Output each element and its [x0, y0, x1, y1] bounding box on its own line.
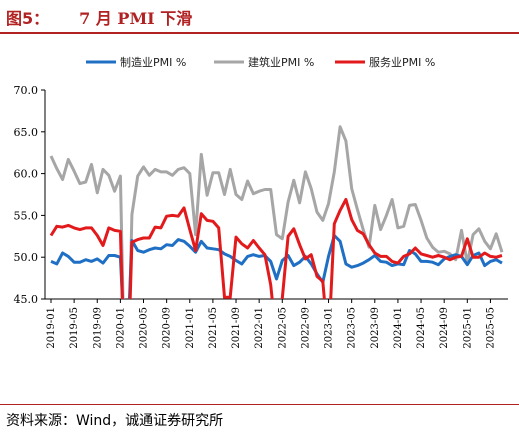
chart-legend: 制造业PMI % 建筑业PMI % 服务业PMI % [86, 55, 435, 69]
x-tick-label: 2019-09 [92, 307, 103, 349]
x-tick-label: 2020-01 [115, 307, 126, 349]
x-tick-label: 2023-05 [347, 307, 358, 349]
x-tick-label: 2022-05 [277, 307, 288, 349]
chart-series [49, 125, 504, 299]
x-tick-label: 2021-05 [208, 307, 219, 349]
chart-axes: 45.0 50.0 55.0 60.0 65.0 70.0 2019-01 2019-05 20… [14, 84, 508, 349]
y-tick-label: 65.0 [14, 126, 39, 139]
y-tick-label: 60.0 [14, 168, 39, 181]
x-tick-label: 2019-05 [69, 307, 80, 349]
x-tick-label: 2024-05 [416, 307, 427, 349]
title-rule [0, 32, 519, 34]
legend-label: 建筑业PMI % [248, 55, 314, 69]
y-tick-label: 55.0 [14, 209, 39, 222]
x-tick-label: 2019-01 [46, 307, 57, 349]
series-line-0 [50, 234, 503, 299]
series-line-1 [49, 125, 504, 299]
x-tick-label: 2025-05 [485, 307, 496, 349]
figure-heading: 7 月 PMI 下滑 [79, 9, 193, 28]
y-tick-label: 45.0 [14, 293, 39, 306]
series-line-2 [49, 198, 503, 299]
x-tick-label: 2023-01 [324, 307, 335, 349]
y-tick-label: 50.0 [14, 251, 39, 264]
figure-title: 图5： 7 月 PMI 下滑 [6, 4, 192, 30]
x-tick-label: 2021-09 [231, 307, 242, 349]
legend-label: 服务业PMI % [369, 56, 435, 69]
source-note: 资料来源：Wind，诚通证券研究所 [6, 413, 224, 429]
figure-number: 图5： [6, 9, 50, 28]
x-tick-label: 2024-09 [439, 307, 450, 349]
x-tick-label: 2025-01 [462, 307, 473, 349]
x-tick-label: 2020-09 [162, 307, 173, 349]
x-tick-label: 2020-05 [139, 307, 150, 349]
legend-label: 制造业PMI % [120, 55, 186, 69]
x-tick-label: 2022-09 [300, 307, 311, 349]
source-rule [0, 404, 519, 405]
x-tick-label: 2022-01 [254, 307, 265, 349]
y-tick-label: 70.0 [14, 84, 39, 97]
x-tick-label: 2024-01 [393, 307, 404, 349]
x-tick-label: 2021-01 [185, 307, 196, 349]
x-tick-label: 2023-09 [370, 307, 381, 349]
